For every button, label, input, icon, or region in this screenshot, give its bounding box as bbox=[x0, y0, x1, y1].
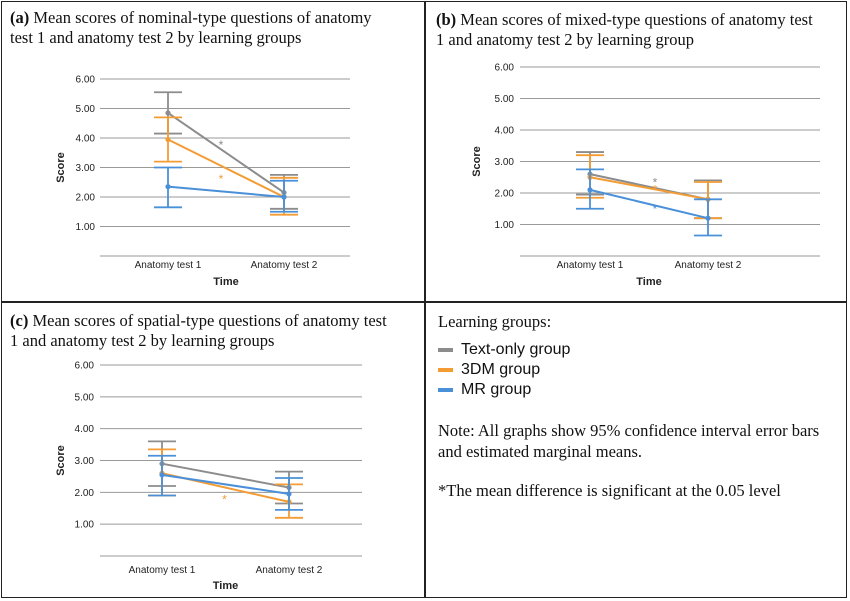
chart-b-significance-asterisk: * bbox=[653, 176, 658, 190]
chart-b-significance-asterisk: * bbox=[653, 202, 658, 216]
panel-b-title-line2: 1 and anatomy test 2 by learning group bbox=[436, 30, 694, 49]
chart-b-point-mr bbox=[587, 187, 593, 193]
chart-b-xtick-label: Anatomy test 1 bbox=[557, 260, 624, 271]
legend-panel: Learning groups: Text-only group 3DM gro… bbox=[438, 312, 838, 501]
chart-b-ytick-label: 4.00 bbox=[495, 126, 515, 137]
chart-a-ytick-label: 2.00 bbox=[76, 193, 96, 204]
legend-label-mr: MR group bbox=[461, 381, 532, 398]
chart-a-significance-asterisk: * bbox=[219, 138, 224, 152]
chart-a-x-axis-label: Time bbox=[213, 276, 238, 288]
legend-item-mr: MR group bbox=[438, 380, 838, 400]
chart-b-ytick-label: 1.00 bbox=[495, 220, 515, 231]
legend-item-3dm: 3DM group bbox=[438, 360, 838, 380]
panel-a-title: (a) Mean scores of nominal-type question… bbox=[10, 8, 415, 48]
chart-a-xtick-label: Anatomy test 1 bbox=[135, 260, 202, 271]
panel-c-label: (c) bbox=[10, 311, 29, 330]
legend-heading: Learning groups: bbox=[438, 312, 552, 331]
significance-note: *The mean difference is significant at t… bbox=[438, 481, 781, 500]
panel-a-title-line1: Mean scores of nominal-type questions of… bbox=[33, 8, 372, 27]
chart-b-ytick-label: 6.00 bbox=[495, 63, 515, 74]
chart-a-point-text-only bbox=[165, 110, 171, 116]
chart-c-y-axis-label: Score bbox=[55, 445, 67, 476]
panel-divider-vertical bbox=[424, 1, 426, 598]
chart-c-point-mr bbox=[286, 491, 292, 497]
panel-c-title-line1: Mean scores of spatial-type questions of… bbox=[32, 311, 387, 330]
chart-b-ytick-label: 5.00 bbox=[495, 94, 515, 105]
chart-a-series-line-mr bbox=[167, 185, 285, 198]
legend-label-text-only: Text-only group bbox=[461, 341, 571, 358]
panel-a-title-line2: test 1 and anatomy test 2 by learning gr… bbox=[10, 28, 302, 47]
chart-a-significance-asterisk: * bbox=[219, 172, 224, 186]
legend-swatch-3dm bbox=[438, 368, 453, 372]
chart-a: 1.00 2.00 3.00 4.00 5.00 6.00 Anatomy test 1 An… bbox=[55, 75, 350, 288]
panel-divider-horizontal bbox=[1, 301, 847, 303]
chart-c-point-mr bbox=[159, 472, 165, 478]
chart-c-ytick-label: 5.00 bbox=[75, 392, 95, 403]
chart-a-y-axis-label: Score bbox=[55, 152, 67, 183]
chart-a-ytick-label: 4.00 bbox=[76, 134, 96, 145]
chart-b-ytick-label: 2.00 bbox=[495, 189, 515, 200]
chart-c-series-line-text-only bbox=[161, 462, 290, 489]
panel-c-title-line2: 1 and anatomy test 2 by learning groups bbox=[10, 331, 275, 350]
ci-note-line2: and estimated marginal means. bbox=[438, 442, 643, 461]
chart-b-xtick-label: Anatomy test 2 bbox=[675, 260, 742, 271]
legend-item-text-only: Text-only group bbox=[438, 340, 838, 360]
chart-c-x-axis-label: Time bbox=[213, 580, 238, 592]
chart-c-ytick-label: 6.00 bbox=[75, 361, 95, 372]
chart-a-xtick-label: Anatomy test 2 bbox=[251, 260, 318, 271]
panel-b-title-line1: Mean scores of mixed-type questions of a… bbox=[460, 10, 813, 29]
chart-b-series-line-3dm bbox=[589, 176, 709, 201]
chart-c-ytick-label: 1.00 bbox=[75, 520, 95, 531]
chart-c-series-line-mr bbox=[161, 473, 290, 495]
chart-c-xtick-label: Anatomy test 1 bbox=[129, 565, 196, 576]
panel-b-title: (b) Mean scores of mixed-type questions … bbox=[436, 10, 841, 50]
chart-a-series-line-3dm bbox=[167, 138, 285, 198]
chart-c-xtick-label: Anatomy test 2 bbox=[256, 565, 323, 576]
legend-label-3dm: 3DM group bbox=[461, 361, 541, 378]
chart-b-ytick-label: 3.00 bbox=[495, 157, 515, 168]
panel-c-title: (c) Mean scores of spatial-type question… bbox=[10, 311, 415, 351]
chart-a-ytick-label: 1.00 bbox=[76, 222, 96, 233]
chart-b-series-line-mr bbox=[589, 188, 709, 220]
chart-a-point-3dm bbox=[165, 136, 171, 143]
panel-a-label: (a) bbox=[10, 8, 30, 27]
chart-b-point-mr bbox=[705, 215, 711, 221]
chart-c: 1.00 2.00 3.00 4.00 5.00 6.00 Anatomy test 1 An… bbox=[55, 361, 362, 592]
chart-a-series-line-text-only bbox=[167, 112, 285, 194]
legend-swatch-mr bbox=[438, 388, 453, 392]
chart-b: 1.00 2.00 3.00 4.00 5.00 6.00 Anatomy test 1 An… bbox=[471, 63, 820, 288]
chart-c-ytick-label: 3.00 bbox=[75, 456, 95, 467]
ci-note: Note: All graphs show 95% confidence int… bbox=[438, 420, 838, 462]
chart-b-significance-asterisk: * bbox=[653, 182, 658, 196]
chart-a-ytick-label: 6.00 bbox=[76, 75, 96, 86]
chart-b-y-axis-label: Score bbox=[471, 146, 483, 177]
chart-a-ytick-label: 5.00 bbox=[76, 104, 96, 115]
chart-a-point-mr bbox=[165, 184, 171, 190]
chart-c-ytick-label: 2.00 bbox=[75, 488, 95, 499]
chart-c-significance-asterisk: * bbox=[222, 493, 227, 507]
chart-b-x-axis-label: Time bbox=[636, 276, 661, 288]
chart-c-ytick-label: 4.00 bbox=[75, 424, 95, 435]
ci-note-line1: Note: All graphs show 95% confidence int… bbox=[438, 421, 820, 440]
legend-swatch-text-only bbox=[438, 348, 453, 352]
chart-a-point-mr bbox=[281, 194, 287, 200]
chart-a-ytick-label: 3.00 bbox=[76, 163, 96, 174]
panel-b-label: (b) bbox=[436, 10, 457, 29]
